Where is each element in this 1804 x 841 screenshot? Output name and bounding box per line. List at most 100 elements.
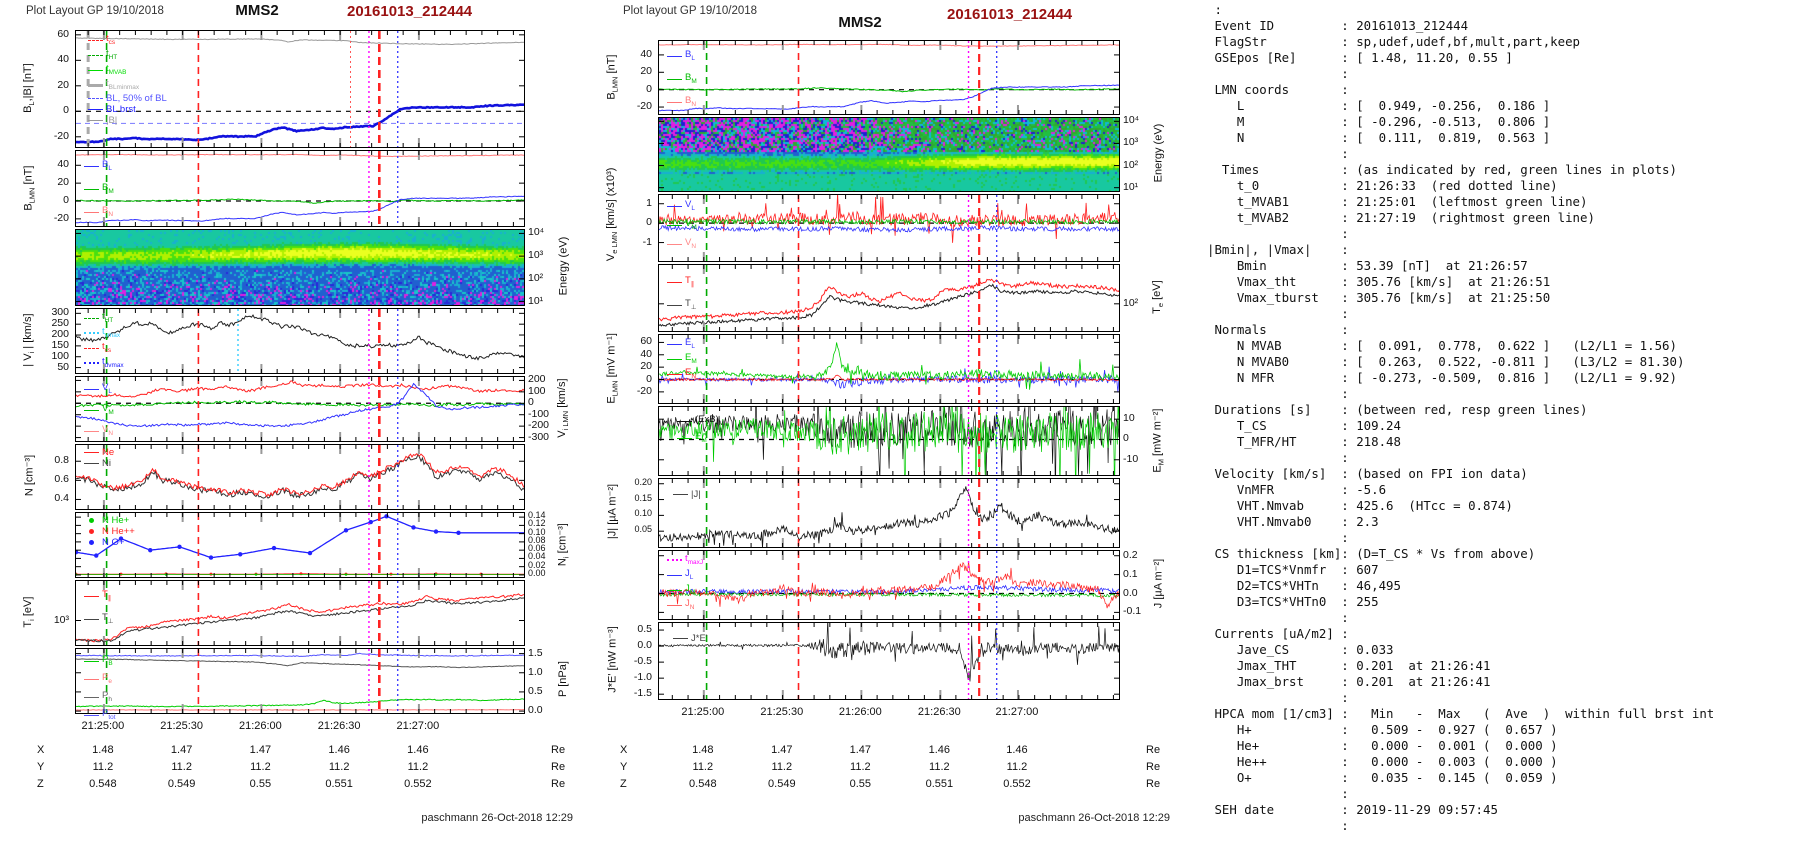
legend-label: JN — [685, 597, 695, 611]
legend-label: |B| — [106, 114, 118, 126]
legend-label: T∥ — [102, 589, 112, 602]
legend-label: tHT — [106, 47, 118, 61]
axis-tick-label: 0 — [63, 194, 69, 206]
legend-swatch — [84, 679, 99, 681]
y-axis-label-right: P [nPa] — [557, 661, 569, 697]
legend-swatch — [84, 595, 99, 597]
pos-value: 11.2 — [328, 761, 350, 773]
pos-value: 1.47 — [771, 744, 793, 756]
legend-item: N He+ — [84, 515, 135, 526]
time-tick-label: 21:25:30 — [160, 720, 204, 732]
axis-tick-label: -100 — [528, 407, 550, 420]
legend-label: EN — [685, 366, 697, 380]
legend-item: VM — [667, 216, 697, 235]
legend-label: Ne — [102, 447, 115, 458]
legend-swatch — [667, 373, 682, 375]
y-axis-label-right: Energy (eV) — [1152, 123, 1164, 182]
pos-value: 11.2 — [929, 761, 950, 773]
legend-label: J*E' — [691, 633, 708, 644]
pos-unit: Re — [551, 744, 566, 756]
legend-item: EM — [667, 352, 697, 367]
legend: N He+ N He++ N O+ — [84, 515, 135, 548]
legend-item: VN — [84, 421, 114, 442]
panel-electron-spectrogram — [658, 117, 1120, 192]
legend-label: BM — [685, 71, 697, 85]
pos-row-label: X — [37, 744, 45, 756]
legend-label: tcs — [106, 33, 116, 46]
legend-swatch — [88, 39, 103, 41]
y-axis-label: BLMN [nT] — [21, 165, 37, 211]
y-axis-label-right: EM [mW m⁻²] — [1151, 408, 1166, 473]
legend-swatch — [673, 638, 688, 639]
legend: |J| — [673, 489, 701, 500]
panel-vi-mag: tHT tvmax tcs tdvmax — [75, 308, 525, 374]
legend-label: VN — [685, 236, 697, 250]
legend-item: tHT — [84, 311, 124, 326]
legend-item: tdvmax — [84, 356, 124, 371]
axis-tick-label: 0.20 — [634, 476, 652, 487]
legend-swatch — [84, 409, 99, 411]
legend-swatch — [84, 347, 99, 349]
legend-label: |J| — [691, 489, 701, 500]
axis-tick-label: 20 — [640, 65, 652, 78]
legend-item: tcs — [88, 33, 167, 48]
legend: tHT tvmax tcs tdvmax — [84, 311, 124, 371]
panel-j-mag: |J| — [658, 478, 1120, 548]
legend-item: VN — [667, 235, 697, 254]
legend-item: T⊥ — [667, 294, 696, 317]
middle-figure-footer: paschmann 26-Oct-2018 12:29 — [1018, 812, 1170, 824]
legend-item: JM — [667, 583, 703, 598]
legend-item: tvmax — [84, 326, 124, 341]
y-axis-label: |J| [µA m⁻²] — [606, 483, 619, 540]
legend-swatch — [667, 243, 682, 245]
axis-tick-label: 10¹ — [528, 294, 544, 307]
panel-te: T∥ T⊥ — [658, 264, 1120, 332]
legend-label: BL, 50% of BL — [106, 92, 167, 104]
pos-row-label: Z — [620, 778, 627, 790]
axis-tick-label: 300 — [51, 306, 69, 319]
left-figure-footer: paschmann 26-Oct-2018 12:29 — [421, 812, 573, 824]
axis-tick-label: 20 — [57, 78, 69, 91]
pos-unit: Re — [551, 778, 566, 790]
legend-item: |B| — [88, 115, 167, 126]
y-axis-label-right: Energy (eV) — [557, 236, 569, 295]
pos-value: 0.551 — [325, 778, 353, 790]
axis-tick-label: 200 — [528, 373, 546, 386]
panel-ti: T∥ T⊥ — [75, 580, 525, 646]
legend-label: VL — [685, 199, 695, 212]
pos-value: 0.551 — [925, 778, 954, 790]
panel-density: Ne Ni — [75, 444, 525, 510]
y-axis-label: | Vi | [km/s] — [21, 313, 37, 367]
axis-tick-label: 0.0 — [637, 639, 652, 652]
axis-tick-label: 0.0 — [1123, 586, 1138, 599]
legend-swatch — [673, 494, 688, 495]
legend-label: tMVAB — [106, 62, 127, 76]
info-panel: : Event ID : 20161013_212444 FlagStr : s… — [1207, 2, 1715, 833]
axis-tick-label: 0 — [646, 82, 652, 95]
legend-label: (ExB)M — [695, 414, 725, 427]
legend-swatch — [84, 430, 99, 432]
panel-pressure: PB Pe Ph Ptot — [75, 648, 525, 721]
legend-label: BM — [102, 181, 114, 195]
legend: tmaxJ JL JM JN — [667, 553, 703, 613]
pos-value: 11.2 — [692, 761, 714, 773]
axis-tick-label: 0 — [646, 372, 652, 385]
axis-tick-label: -200 — [528, 419, 550, 432]
legend-item: BL brst — [88, 104, 167, 115]
panel-minor-ion-density: N He+ N He++ N O+ — [75, 512, 525, 578]
legend-label: EL — [685, 337, 695, 350]
axis-tick-label: 0 — [528, 396, 534, 409]
legend-item: BL — [84, 155, 114, 178]
legend-swatch — [84, 188, 99, 190]
legend-label: tvmax — [102, 325, 121, 339]
legend: BL BM BN — [667, 45, 697, 114]
pos-unit: Re — [551, 761, 566, 773]
time-tick-label: 21:26:00 — [238, 720, 282, 732]
y-axis-label-right: Te [eV] — [1150, 280, 1166, 314]
axis-tick-label: -20 — [53, 211, 69, 224]
spectrogram-canvas — [659, 118, 1119, 191]
axis-tick-label: 0 — [1123, 432, 1129, 445]
legend-swatch — [667, 205, 682, 207]
legend-item: (ExB)M — [677, 413, 724, 430]
y-axis-label-right: Ni [cm⁻³] — [556, 523, 571, 567]
